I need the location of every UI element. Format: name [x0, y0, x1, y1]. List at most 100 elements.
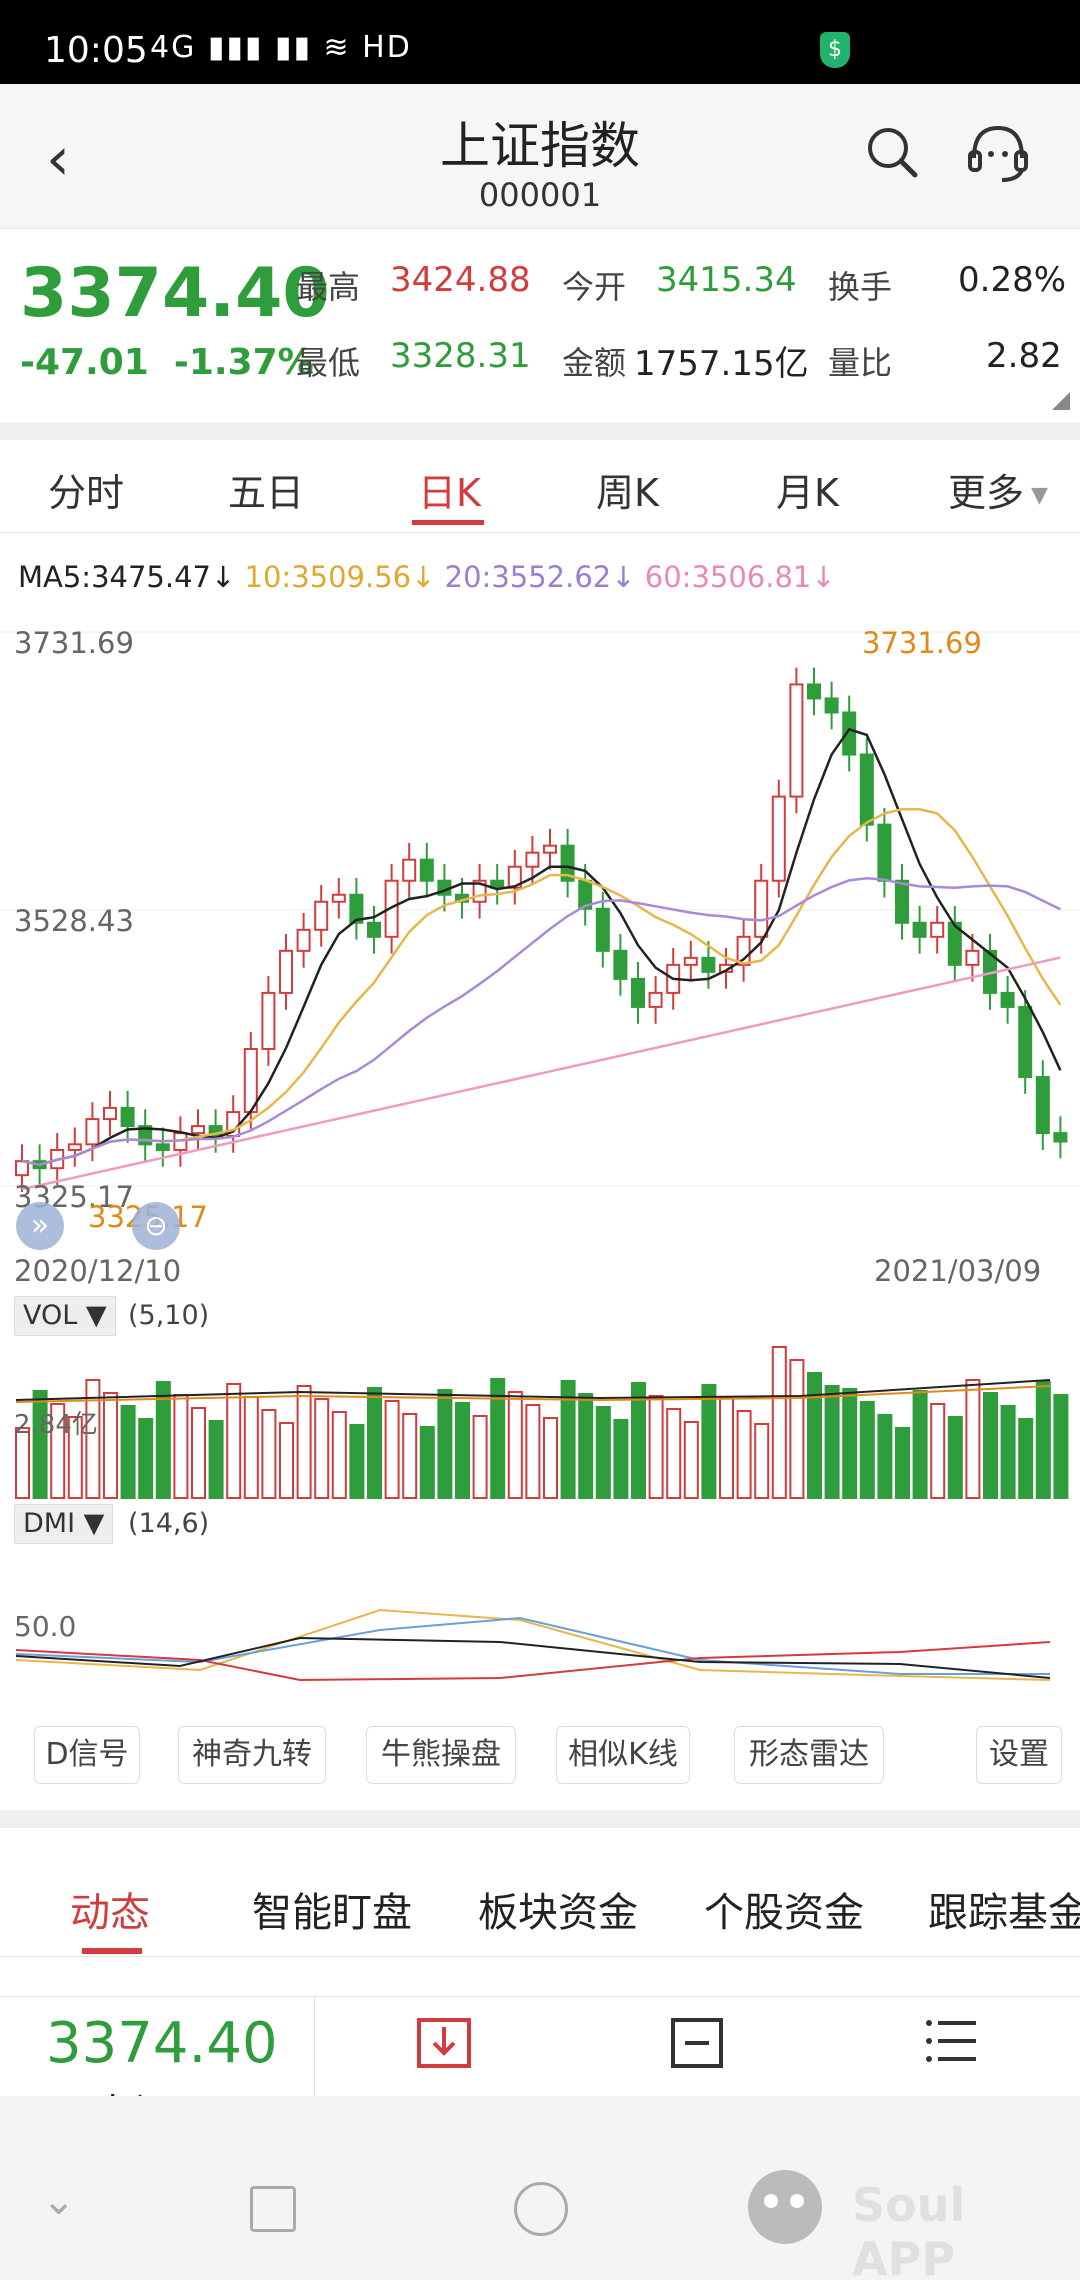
tab-five-day[interactable]: 五日 — [228, 471, 305, 515]
candle-body — [912, 921, 927, 938]
volume-bar — [261, 1409, 277, 1499]
page-title: 上证指数 — [440, 117, 640, 175]
tab-more-label: 更多 — [948, 471, 1025, 515]
candle-body — [807, 683, 821, 700]
volume-bar — [824, 1385, 840, 1499]
tab-intraday[interactable]: 分时 — [48, 471, 125, 515]
tab-tracking-funds[interactable]: 跟踪基金 — [928, 1890, 1080, 1936]
system-nav-bar: ⌄ Soul APP — [0, 2096, 1080, 2286]
tab-stock-funds[interactable]: 个股资金 — [704, 1890, 864, 1936]
change-value: -47.01 — [20, 342, 149, 383]
vol-ma5-line — [15, 1379, 1051, 1401]
candlestick-chart[interactable] — [0, 610, 1080, 1260]
candle-body — [85, 1118, 100, 1146]
minus-icon[interactable]: ⊖ — [132, 1202, 180, 1250]
expand-corner-icon[interactable] — [1052, 392, 1070, 410]
volume-bar — [877, 1414, 893, 1499]
hide-keyboard-icon[interactable]: ⌄ — [42, 2178, 76, 2224]
volume-bar — [50, 1403, 66, 1499]
bull-bear-button[interactable]: 牛熊操盘 — [366, 1726, 516, 1784]
chevron-down-icon: ▼ — [1024, 483, 1048, 508]
volume-bar — [314, 1398, 330, 1499]
y-mid-label: 3528.43 — [14, 904, 134, 938]
remove-watchlist-icon[interactable] — [670, 2017, 724, 2069]
candle-body — [648, 991, 663, 1008]
candle-body — [191, 1125, 205, 1135]
volume-bar — [595, 1406, 611, 1499]
expand-chart-icon[interactable]: » — [16, 1202, 64, 1250]
more-menu-icon[interactable] — [924, 2017, 978, 2065]
volume-bar — [543, 1417, 558, 1499]
tab-weekly-k[interactable]: 周K — [596, 471, 659, 515]
similar-k-button[interactable]: 相似K线 — [556, 1726, 690, 1784]
home-button[interactable] — [514, 2182, 568, 2236]
chevron-down-icon: ▼ — [83, 1508, 105, 1539]
candle-body — [859, 753, 874, 826]
volume-bar — [719, 1397, 734, 1499]
dmi-adx-line — [15, 1608, 1051, 1681]
tab-dynamic[interactable]: 动态 — [70, 1890, 150, 1936]
soul-logo-icon — [748, 2170, 822, 2244]
buy-index-icon[interactable] — [416, 2017, 472, 2069]
candle-body — [631, 977, 645, 1008]
d-signal-button[interactable]: D信号 — [34, 1726, 140, 1784]
tab-more[interactable]: 更多 ▼ — [948, 462, 1048, 517]
customer-service-icon[interactable] — [966, 124, 1030, 184]
candle-body — [719, 963, 733, 973]
volume-bar — [1018, 1418, 1034, 1499]
vol-indicator-select[interactable]: VOL ▼ — [14, 1296, 116, 1336]
tab-sector-funds[interactable]: 板块资金 — [478, 1890, 638, 1936]
status-time: 10:05 — [44, 30, 148, 71]
volume-bar — [912, 1390, 928, 1499]
candle-body — [331, 893, 346, 903]
active-tab-indicator — [82, 1948, 142, 1954]
settings-button[interactable]: 设置 — [976, 1726, 1062, 1784]
candle-body — [754, 879, 769, 938]
volume-bar — [437, 1389, 453, 1499]
amount-value: 1757.15亿 — [634, 344, 809, 384]
dmi-pdi-line — [15, 1641, 1051, 1682]
volume-bar — [103, 1392, 118, 1499]
candle-body — [771, 795, 786, 882]
ma60-legend: 60:3506.81↓ — [644, 560, 836, 594]
volume-bar — [384, 1400, 400, 1499]
recent-apps-button[interactable] — [250, 2186, 296, 2232]
ma5-line — [21, 727, 1062, 1166]
tab-monthly-k[interactable]: 月K — [776, 471, 839, 515]
dmi-indicator-select[interactable]: DMI ▼ — [14, 1504, 114, 1544]
volume-bar — [367, 1387, 382, 1499]
volume-bar — [683, 1421, 699, 1499]
volume-bar — [930, 1403, 946, 1499]
volume-bar — [701, 1384, 717, 1499]
ma10-line — [21, 807, 1062, 1166]
candle-body — [595, 907, 610, 952]
candle-body — [103, 1106, 117, 1121]
y-max-label: 3731.69 — [14, 626, 134, 660]
tab-daily-k[interactable]: 日K — [418, 471, 481, 515]
volume-bar — [771, 1346, 787, 1499]
candle-body — [155, 1143, 170, 1151]
search-icon[interactable] — [866, 126, 918, 178]
volume-bar — [15, 1427, 30, 1499]
amount-label: 金额 — [562, 344, 627, 382]
volume-bar — [455, 1402, 470, 1499]
magic-nine-button[interactable]: 神奇九转 — [178, 1726, 326, 1784]
back-icon[interactable]: ‹ — [46, 124, 70, 194]
volume-bar — [490, 1378, 506, 1499]
vol-label: VOL — [23, 1300, 78, 1331]
candle-body — [683, 956, 698, 966]
divider — [0, 422, 1080, 440]
pattern-radar-button[interactable]: 形态雷达 — [734, 1726, 884, 1784]
volratio-label: 量比 — [828, 344, 893, 382]
quote-panel: 3374.40 -47.01 -1.37% 最高 3424.88 今开 3415… — [0, 230, 1080, 420]
tab-smart-watch[interactable]: 智能盯盘 — [252, 1890, 412, 1936]
candle-body — [930, 921, 945, 938]
divider — [314, 1997, 315, 2097]
app-header: ‹ 上证指数 000001 — [0, 84, 1080, 229]
low-value: 3328.31 — [390, 336, 531, 376]
volume-bar — [155, 1381, 171, 1499]
volume-bar — [243, 1396, 259, 1499]
candle-body — [824, 697, 839, 714]
candle-body — [208, 1125, 223, 1137]
bottom-action-bar: 3374.40 上证 ▲ 买指数 删自选 更多 — [0, 1996, 1080, 2137]
